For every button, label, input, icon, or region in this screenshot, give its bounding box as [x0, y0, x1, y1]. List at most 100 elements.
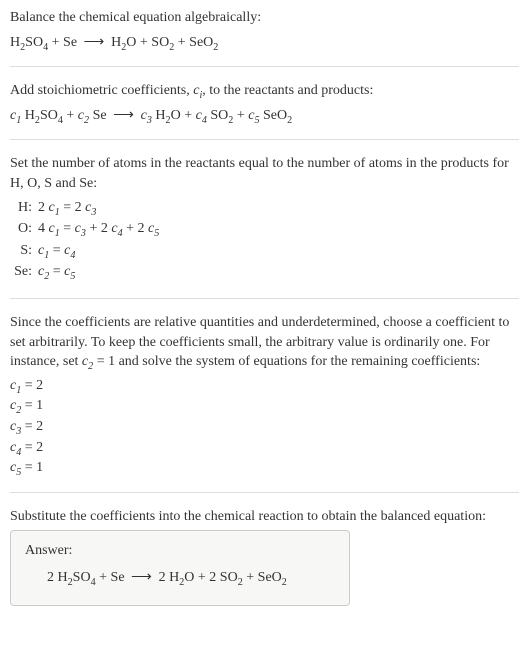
balance-eqn: c2 = c5 — [38, 262, 165, 284]
plus-sign: + — [237, 108, 248, 123]
value: = 2 — [21, 440, 43, 455]
answer-label: Answer: — [25, 541, 335, 561]
var: c1 — [10, 378, 21, 393]
text: + 2 — [86, 221, 111, 236]
text: = — [49, 243, 64, 258]
chem-text: O — [184, 570, 194, 585]
chem-text: SO — [210, 108, 228, 123]
chem-sub: 4 — [43, 41, 48, 52]
species-se: Se — [63, 35, 77, 50]
species-se: Se — [111, 570, 125, 585]
value: = 2 — [21, 378, 43, 393]
plus-sign: + — [66, 108, 77, 123]
solution-row: c5 = 1 — [10, 458, 519, 478]
answer-box: Answer: 2 H2SO4 + Se ⟶ 2 H2O + 2 SO2 + S… — [10, 530, 350, 606]
arrow-icon: ⟶ — [110, 107, 137, 123]
arrow-icon: ⟶ — [81, 34, 108, 50]
value: = 1 — [21, 398, 43, 413]
plus-sign: + — [140, 35, 151, 50]
balance-eqn: c1 = c4 — [38, 241, 165, 263]
divider — [10, 492, 519, 493]
plus-sign: + — [99, 570, 110, 585]
table-row: Se: c2 = c5 — [10, 262, 165, 284]
chem-sub: 4 — [91, 577, 96, 588]
var: c4 — [111, 221, 122, 236]
text: = 2 — [60, 200, 85, 215]
var: c4 — [10, 440, 21, 455]
chem-text: SO — [220, 570, 238, 585]
var-sub: 4 — [202, 115, 207, 126]
chem-text: SeO — [258, 570, 282, 585]
element-label: O: — [10, 219, 38, 241]
chem-sub: 4 — [58, 115, 63, 126]
var-sub: 5 — [70, 271, 75, 282]
section-substitute: Substitute the coefficients into the che… — [10, 507, 519, 607]
species-seo2: SeO2 — [189, 35, 218, 50]
coef: 2 — [47, 570, 58, 585]
var-sub: 5 — [254, 115, 259, 126]
chem-text: SeO — [189, 35, 213, 50]
text: , to the reactants and products: — [202, 83, 373, 98]
balance-eqn: 4 c1 = c3 + 2 c4 + 2 c5 — [38, 219, 165, 241]
chem-text: H — [25, 108, 35, 123]
var: c1 — [49, 200, 60, 215]
solution-list: c1 = 2 c2 = 1 c3 = 2 c4 = 2 c5 = 1 — [10, 376, 519, 478]
var: c2 — [38, 264, 49, 279]
coef: 2 — [159, 570, 170, 585]
species-so2: SO2 — [210, 108, 233, 123]
var-sub: 3 — [91, 206, 96, 217]
section-solve: Since the coefficients are relative quan… — [10, 313, 519, 478]
text: = 1 and solve the system of equations fo… — [93, 354, 480, 369]
var: c3 — [85, 200, 96, 215]
chem-text: H — [111, 35, 121, 50]
coef: 2 — [209, 570, 220, 585]
chem-text: SO — [25, 35, 43, 50]
species-so2: SO2 — [151, 35, 174, 50]
coef-c3: c3 — [141, 108, 152, 123]
text: 2 — [38, 200, 49, 215]
var-sub: 2 — [84, 115, 89, 126]
species-h2so4: H2SO4 — [58, 570, 96, 585]
element-label: S: — [10, 241, 38, 263]
divider — [10, 66, 519, 67]
var: c3 — [75, 221, 86, 236]
chem-text: H — [155, 108, 165, 123]
atom-table-wrap: H: 2 c1 = 2 c3 O: 4 c1 = c3 + 2 c4 + 2 c… — [10, 198, 519, 284]
text: + 2 — [123, 221, 148, 236]
section-intro: Balance the chemical equation algebraica… — [10, 8, 519, 52]
text: = — [49, 264, 64, 279]
var: c5 — [10, 460, 21, 475]
chem-text: SeO — [263, 108, 287, 123]
step3-prose: Set the number of atoms in the reactants… — [10, 154, 519, 193]
atom-balance-table: H: 2 c1 = 2 c3 O: 4 c1 = c3 + 2 c4 + 2 c… — [10, 198, 165, 284]
var: c1 — [38, 243, 49, 258]
balanced-equation: 2 H2SO4 + Se ⟶ 2 H2O + 2 SO2 + SeO2 — [25, 567, 335, 588]
divider — [10, 298, 519, 299]
chem-sub: 2 — [287, 115, 292, 126]
unbalanced-equation: H2SO4 + Se ⟶ H2O + SO2 + SeO2 — [10, 32, 519, 53]
section-atom-balance: Set the number of atoms in the reactants… — [10, 154, 519, 284]
element-label: H: — [10, 198, 38, 220]
var: c5 — [64, 264, 75, 279]
step4-prose: Since the coefficients are relative quan… — [10, 313, 519, 372]
species-h2o: H2O — [155, 108, 180, 123]
value: = 2 — [21, 419, 43, 434]
intro-text: Balance the chemical equation algebraica… — [10, 8, 519, 28]
species-h2so4: H2SO4 — [10, 35, 48, 50]
chem-text: H — [10, 35, 20, 50]
species-seo2: SeO2 — [258, 570, 287, 585]
coef-c2: c2 — [78, 108, 89, 123]
balance-eqn: 2 c1 = 2 c3 — [38, 198, 165, 220]
chem-text: H — [169, 570, 179, 585]
chem-sub: 2 — [282, 577, 287, 588]
table-row: O: 4 c1 = c3 + 2 c4 + 2 c5 — [10, 219, 165, 241]
var-sub: 5 — [154, 228, 159, 239]
coef-c1: c1 — [10, 108, 21, 123]
text: = — [60, 221, 75, 236]
chem-sub: 2 — [228, 115, 233, 126]
plus-sign: + — [178, 35, 189, 50]
species-h2o: H2O — [169, 570, 194, 585]
solution-row: c1 = 2 — [10, 376, 519, 396]
var: c5 — [148, 221, 159, 236]
solution-row: c4 = 2 — [10, 438, 519, 458]
